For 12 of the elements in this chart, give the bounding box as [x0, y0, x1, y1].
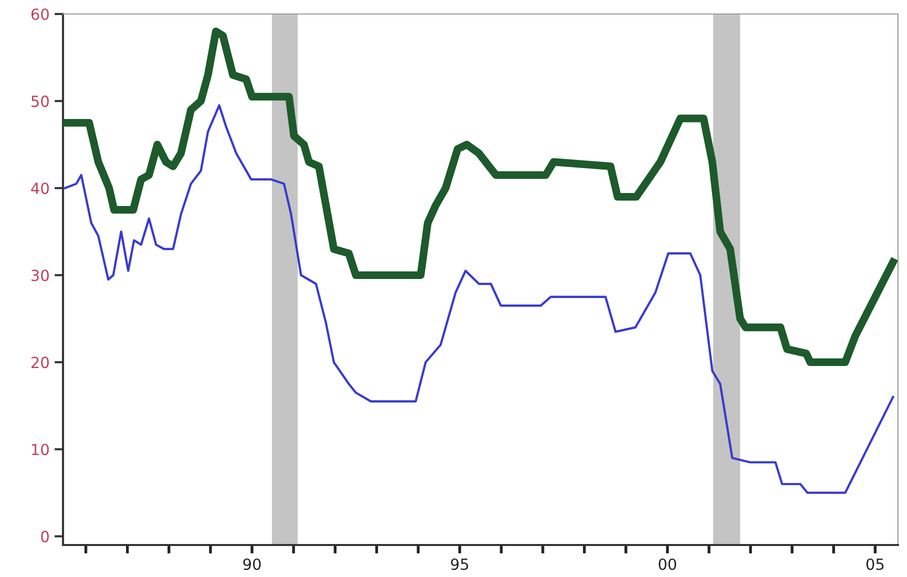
y-tick-label: 0 — [41, 530, 49, 542]
x-tick-label: 90 — [243, 558, 261, 570]
y-tick-label: 30 — [32, 270, 49, 282]
y-tick-label: 60 — [31, 8, 49, 20]
y-tick-label: 40 — [31, 182, 49, 194]
x-tick-label: 95 — [450, 558, 468, 570]
y-tick-label: 50 — [32, 96, 49, 108]
y-tick-label: 10 — [32, 444, 49, 456]
x-tick-label: 05 — [866, 558, 884, 570]
line-series — [64, 104, 894, 494]
x-tick-label: 00 — [658, 558, 676, 570]
y-tick-label: 20 — [31, 356, 49, 368]
